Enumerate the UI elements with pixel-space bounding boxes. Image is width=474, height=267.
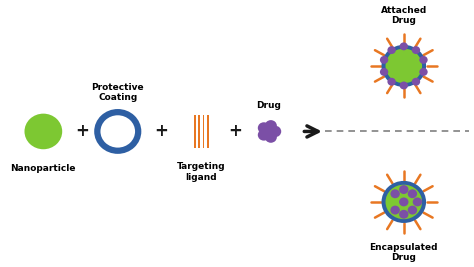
Text: +: + [228, 123, 242, 140]
Bar [207, 115, 209, 148]
Text: +: + [154, 123, 168, 140]
Text: Targeting
ligand: Targeting ligand [177, 162, 226, 182]
Ellipse shape [385, 185, 422, 219]
Ellipse shape [387, 46, 396, 54]
Ellipse shape [400, 42, 408, 50]
Ellipse shape [391, 189, 400, 198]
Ellipse shape [419, 56, 428, 64]
Ellipse shape [391, 206, 400, 215]
Bar [199, 115, 201, 148]
Ellipse shape [419, 68, 428, 76]
Ellipse shape [400, 81, 408, 89]
Ellipse shape [265, 131, 277, 143]
Ellipse shape [399, 198, 409, 206]
Ellipse shape [264, 127, 274, 136]
Bar [203, 115, 204, 148]
Ellipse shape [269, 126, 281, 137]
Ellipse shape [385, 49, 422, 83]
Bar [194, 115, 196, 148]
Ellipse shape [412, 78, 420, 86]
Ellipse shape [412, 46, 420, 54]
Ellipse shape [399, 210, 409, 219]
Text: +: + [75, 123, 89, 140]
Ellipse shape [380, 56, 388, 64]
Ellipse shape [382, 45, 426, 87]
Ellipse shape [258, 122, 270, 134]
Text: Attached
Drug: Attached Drug [381, 6, 427, 25]
Ellipse shape [408, 206, 417, 215]
Ellipse shape [413, 198, 422, 206]
Text: Drug: Drug [256, 101, 282, 110]
Ellipse shape [97, 112, 138, 151]
Ellipse shape [258, 129, 270, 141]
Text: Protective
Coating: Protective Coating [91, 83, 144, 102]
Ellipse shape [380, 68, 388, 76]
Ellipse shape [399, 185, 409, 194]
Ellipse shape [408, 189, 417, 198]
Text: Encapsulated
Drug: Encapsulated Drug [370, 243, 438, 262]
Ellipse shape [387, 78, 396, 86]
Ellipse shape [382, 181, 426, 223]
Text: Nanoparticle: Nanoparticle [10, 164, 76, 173]
Ellipse shape [265, 120, 277, 131]
Ellipse shape [25, 114, 62, 149]
